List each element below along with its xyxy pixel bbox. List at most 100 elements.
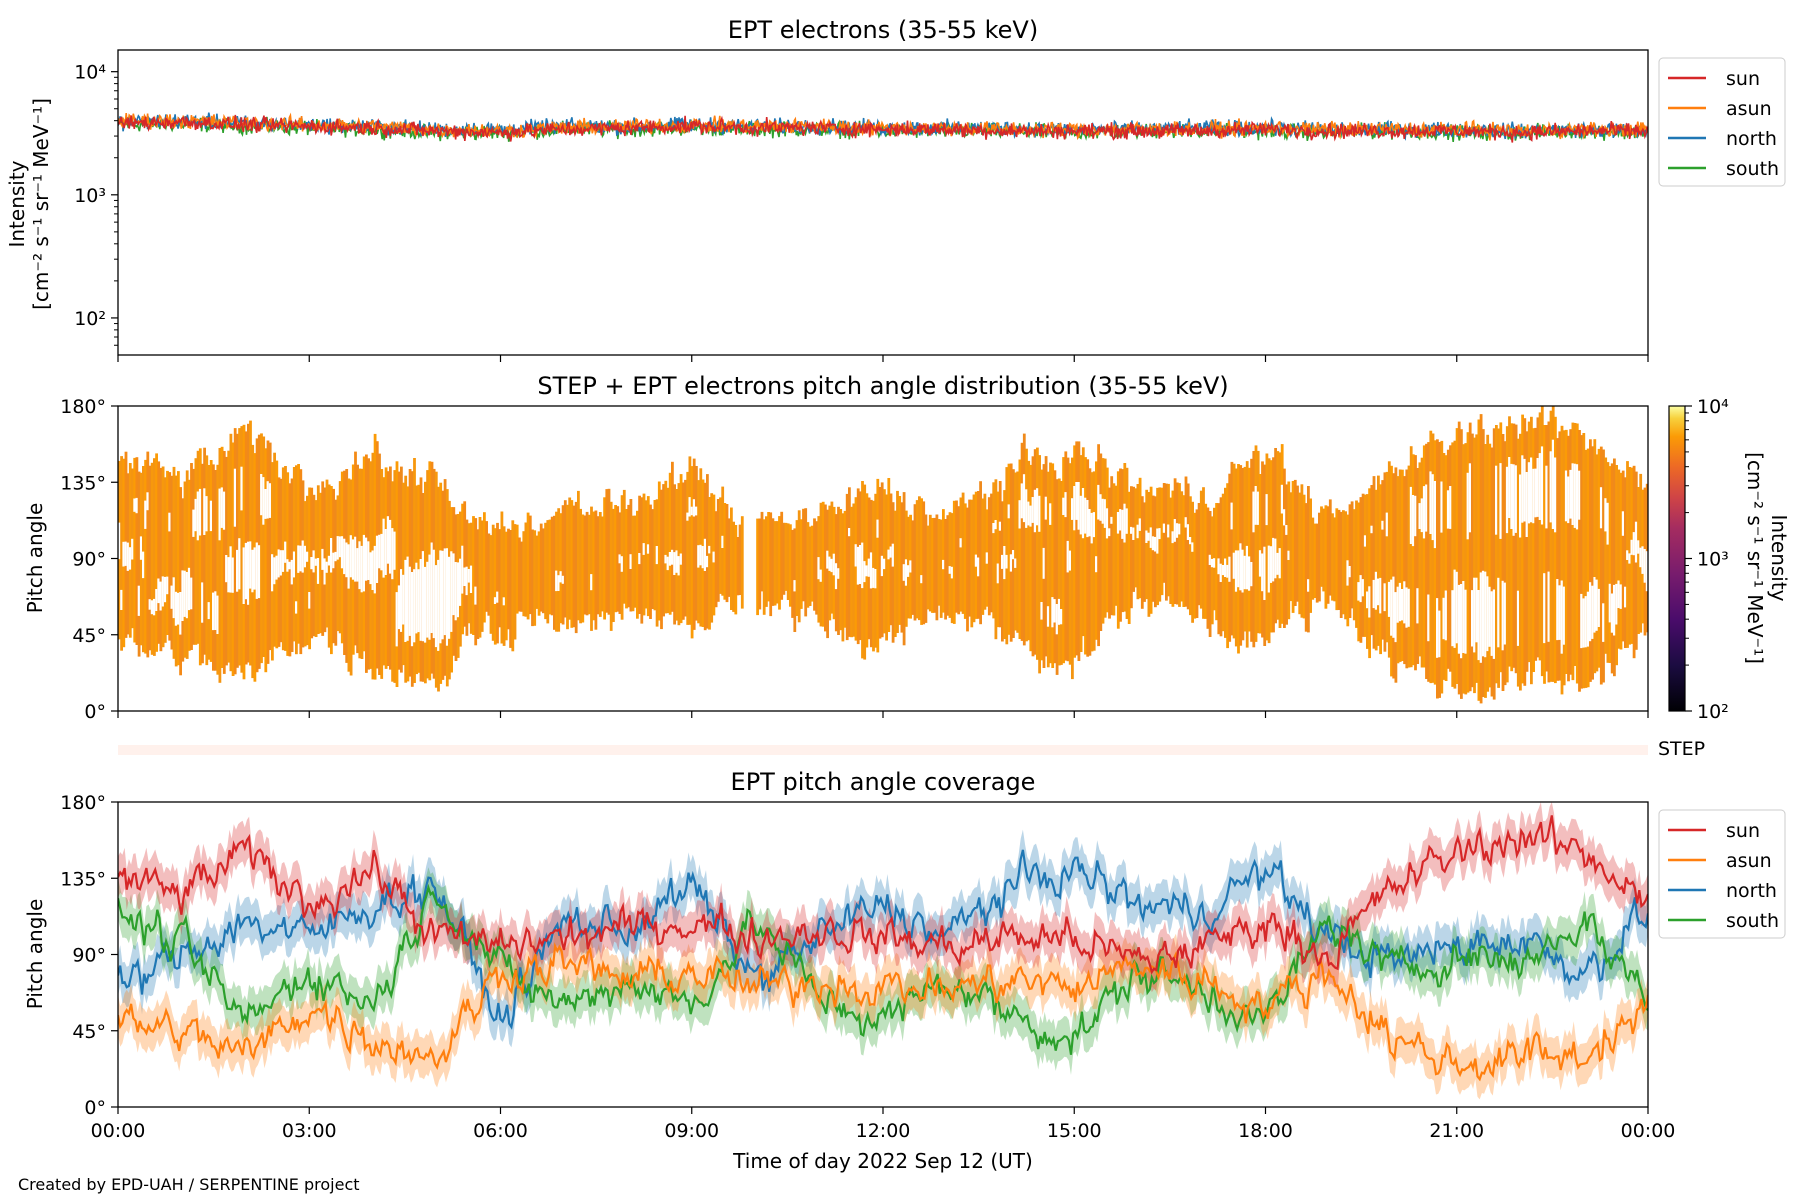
heatmap-gap xyxy=(977,557,980,577)
heatmap-gap xyxy=(1274,538,1277,579)
heatmap-cell xyxy=(1300,484,1304,618)
heatmap-cell xyxy=(561,505,565,625)
heatmap-cell xyxy=(1086,459,1090,657)
heatmap-cell xyxy=(1475,434,1479,683)
heatmap-cell xyxy=(168,472,172,641)
heatmap-gap xyxy=(1001,554,1004,569)
y-tick-label: 10⁴ xyxy=(74,62,106,84)
heatmap-gap xyxy=(1396,586,1400,623)
heatmap-gap xyxy=(1088,509,1092,537)
heatmap-cell xyxy=(135,457,139,645)
heatmap-cell xyxy=(1554,416,1557,684)
heatmap-gap xyxy=(327,555,331,566)
heatmap-cell xyxy=(1617,469,1621,649)
heatmap-cell xyxy=(756,518,759,616)
heatmap-cell xyxy=(616,506,620,612)
heatmap-cell xyxy=(968,499,971,617)
heatmap-gap xyxy=(1484,571,1487,658)
heatmap-gap xyxy=(891,543,895,567)
heatmap-cell xyxy=(1433,440,1437,685)
heatmap-gap xyxy=(1394,592,1398,643)
heatmap-gap xyxy=(1018,500,1022,529)
series-line-sun xyxy=(118,114,1648,143)
heatmap-cell xyxy=(963,503,967,619)
heatmap-cell xyxy=(824,504,827,632)
heatmap-gap xyxy=(1014,558,1017,568)
heatmap-gap xyxy=(502,597,506,606)
heatmap-cell xyxy=(166,470,169,635)
heatmap-gap xyxy=(1095,556,1098,573)
heatmap-cell xyxy=(1508,416,1511,667)
heatmap-gap xyxy=(1084,497,1087,534)
heatmap-cell xyxy=(133,457,137,643)
heatmap-cell xyxy=(535,535,539,609)
heatmap-gap xyxy=(1425,484,1428,532)
heatmap-cell xyxy=(1001,501,1004,642)
heatmap-cell xyxy=(1040,469,1044,661)
heatmap-gap xyxy=(1610,593,1614,633)
heatmap-gap xyxy=(452,553,456,616)
heatmap-cell xyxy=(732,521,735,612)
heatmap-cell xyxy=(120,456,123,651)
heatmap-cell xyxy=(767,512,770,602)
heatmap-cell xyxy=(1193,512,1197,619)
heatmap-gap xyxy=(240,466,244,511)
heatmap-gap xyxy=(701,546,705,569)
heatmap-cell xyxy=(946,515,950,616)
heatmap-cell xyxy=(1335,508,1339,611)
heatmap-cell xyxy=(1514,424,1518,674)
heatmap-gap xyxy=(1256,491,1260,525)
heatmap-gap xyxy=(1501,580,1505,651)
heatmap-cell xyxy=(1189,496,1192,616)
heatmap-gap xyxy=(292,551,296,578)
heatmap-gap xyxy=(834,563,838,590)
heatmap-gap xyxy=(157,578,161,604)
heatmap-gap xyxy=(793,580,797,592)
heatmap-gap xyxy=(1149,527,1153,548)
y-tick-label: 180° xyxy=(60,792,106,814)
heatmap-gap xyxy=(1634,521,1638,563)
heatmap-cell xyxy=(1298,492,1302,615)
heatmap-cell xyxy=(979,481,982,625)
heatmap-cell xyxy=(1632,465,1636,659)
heatmap-gap xyxy=(1252,491,1256,533)
heatmap-cell xyxy=(819,502,823,627)
heatmap-gap xyxy=(1285,525,1288,535)
heatmap-gap xyxy=(174,591,178,626)
heatmap-gap xyxy=(559,571,563,583)
heatmap-cell xyxy=(1079,455,1083,652)
heatmap-cell xyxy=(1624,477,1627,648)
y-tick-label: 10³ xyxy=(74,185,106,207)
heatmap-gap xyxy=(1505,466,1509,534)
heatmap-cell xyxy=(1280,444,1284,624)
heatmap-gap xyxy=(137,585,141,616)
heatmap-cell xyxy=(207,465,211,660)
heatmap-cell xyxy=(1178,483,1181,607)
heatmap-gap xyxy=(1009,554,1013,572)
heatmap-cell xyxy=(1471,433,1474,688)
heatmap-gap xyxy=(1184,517,1188,528)
heatmap-gap xyxy=(1189,537,1192,545)
heatmap-cell xyxy=(900,502,904,633)
heatmap-cell xyxy=(1453,440,1457,689)
heatmap-gap xyxy=(1418,503,1422,529)
heatmap-gap xyxy=(406,556,410,641)
heatmap-gap xyxy=(301,540,305,573)
heatmap-gap xyxy=(854,544,858,567)
heatmap-cell xyxy=(1331,513,1334,601)
heatmap-cell xyxy=(808,526,812,606)
heatmap-gap xyxy=(1643,549,1647,583)
heatmap-gap xyxy=(163,576,167,603)
legend-label-north: north xyxy=(1726,880,1777,902)
heatmap-cell xyxy=(1095,461,1098,640)
heatmap-gap xyxy=(1488,586,1492,647)
heatmap-cell xyxy=(1204,503,1208,619)
heatmap-cell xyxy=(1549,410,1553,682)
heatmap-gap xyxy=(144,500,147,529)
heatmap-gap xyxy=(646,544,650,554)
heatmap-cell xyxy=(1090,472,1094,652)
panel3-legend-box xyxy=(1658,809,1786,939)
heatmap-gap xyxy=(688,497,692,517)
heatmap-cell xyxy=(1571,422,1575,681)
heatmap-cell xyxy=(1477,419,1481,701)
